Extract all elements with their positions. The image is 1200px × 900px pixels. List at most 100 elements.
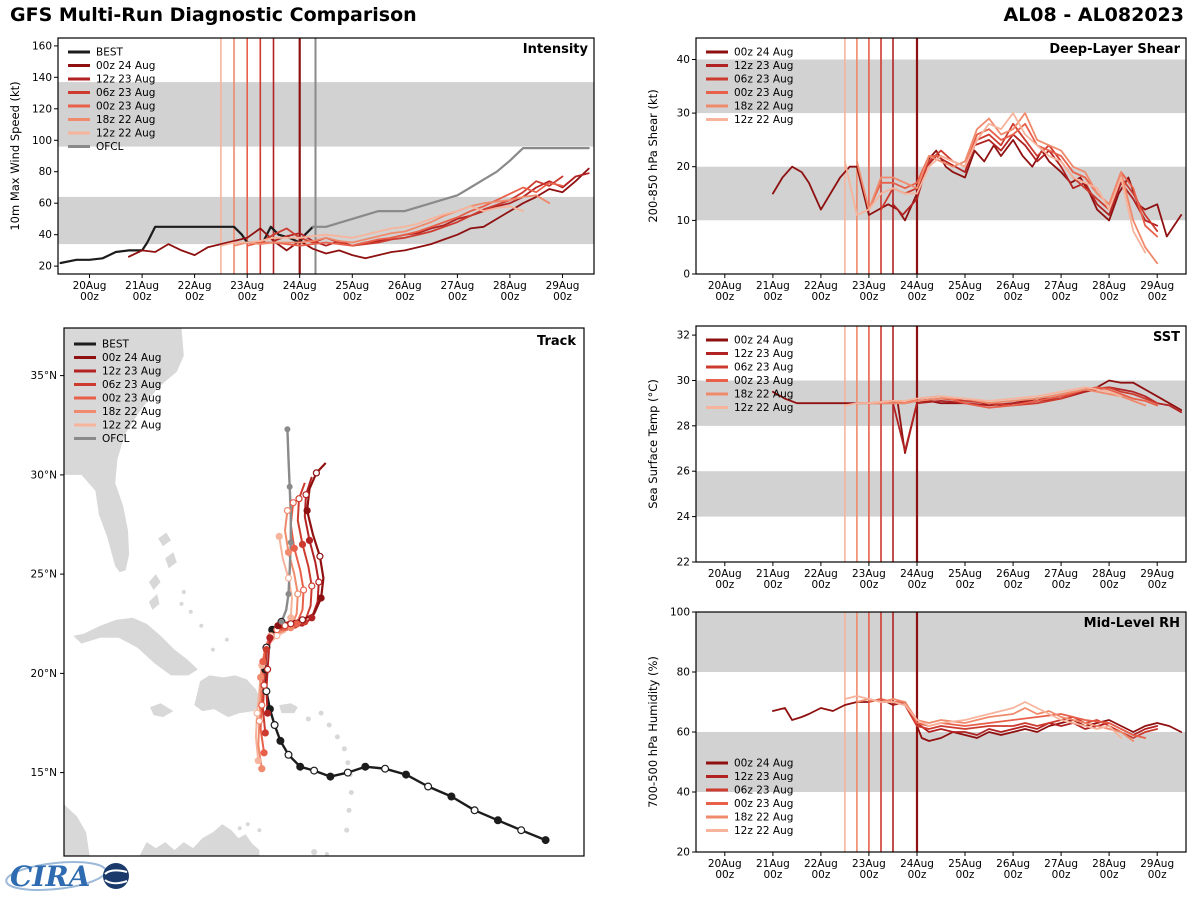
track-marker — [270, 721, 279, 730]
cira-logo-svg: CIRA — [5, 860, 129, 893]
track-marker — [424, 782, 433, 791]
legend-label: 00z 24 Aug — [734, 47, 793, 59]
x-tick-label: 00z — [1100, 579, 1119, 591]
logo-waves — [104, 869, 128, 885]
island — [324, 852, 329, 856]
legend-label: 00z 23 Aug — [102, 393, 161, 405]
track-marker — [316, 552, 324, 560]
y-tick-label: 26 — [677, 466, 691, 478]
x-tick-label: 24Aug — [283, 280, 317, 292]
track-marker — [287, 539, 294, 546]
panel-title: Mid-Level RH — [1084, 616, 1180, 631]
track-marker — [264, 709, 272, 717]
legend-label: 06z 23 Aug — [96, 87, 155, 99]
x-tick-label: 00z — [1004, 869, 1023, 881]
x-tick-label: 00z — [1148, 869, 1167, 881]
x-tick-label: 29Aug — [1140, 280, 1174, 292]
shaded-band — [696, 471, 1186, 517]
track-marker — [343, 768, 352, 777]
x-tick-label: 25Aug — [948, 568, 982, 580]
land-polygon — [194, 675, 262, 718]
land-polygon — [165, 552, 177, 569]
x-tick-label: 00z — [859, 869, 878, 881]
series-line — [892, 386, 1183, 452]
legend-label: BEST — [96, 47, 124, 59]
x-tick-label: 21Aug — [756, 858, 790, 870]
island — [179, 601, 184, 606]
island — [341, 746, 347, 752]
legend-label: 12z 23 Aug — [734, 348, 793, 360]
island — [224, 637, 229, 642]
track-marker — [326, 772, 335, 781]
track-marker — [260, 681, 268, 689]
logo-text: CIRA — [10, 860, 90, 893]
x-tick-label: 00z — [811, 291, 830, 303]
x-tick-label: 00z — [715, 291, 734, 303]
storm-id: AL08 - AL082023 — [1003, 4, 1185, 26]
series-line — [856, 388, 1147, 407]
track-marker — [447, 792, 456, 801]
series-line — [772, 698, 1183, 742]
x-tick-label: 00z — [956, 291, 975, 303]
track-marker — [258, 701, 266, 709]
x-tick-label: 29Aug — [1140, 568, 1174, 580]
track-marker — [303, 507, 311, 515]
track-marker — [298, 540, 307, 548]
legend-label: 12z 22 Aug — [96, 128, 155, 140]
legend-label: BEST — [102, 339, 130, 351]
island — [326, 722, 332, 728]
y-tick-label: 40 — [677, 787, 690, 799]
track-marker — [284, 750, 293, 759]
y-axis-label: 700-500 hPa Humidity (%) — [646, 656, 660, 808]
deep-layer-shear-panel: 0 10 20 30 40 20Aug 00z 21Aug 00z 22Aug 00z 23Aug 00… — [644, 30, 1196, 318]
x-tick-label: 28Aug — [1092, 858, 1126, 870]
track-marker — [308, 582, 316, 590]
x-tick-label: 29Aug — [546, 280, 580, 292]
track-marker — [266, 634, 274, 642]
x-tick-label: 00z — [908, 579, 927, 591]
track-marker — [283, 507, 291, 515]
legend-label: 12z 23 Aug — [734, 771, 793, 783]
y-tick-label: 100 — [32, 135, 52, 147]
y-tick-label: 28 — [677, 420, 690, 432]
y-axis-label: 200-850 hPa Shear (kt) — [646, 89, 660, 222]
x-tick-label: 20Aug — [708, 280, 742, 292]
track-marker — [274, 622, 282, 630]
land-polygon — [148, 574, 161, 590]
island — [344, 827, 350, 833]
series-line — [856, 698, 1135, 742]
island — [305, 716, 311, 722]
track-marker — [298, 616, 307, 624]
y-tick-label: 32 — [677, 330, 690, 342]
x-tick-label: 27Aug — [440, 280, 474, 292]
x-tick-label: 22Aug — [178, 280, 212, 292]
x-tick-label: 00z — [859, 579, 878, 591]
track-marker — [402, 770, 411, 779]
cira-logo: CIRA — [4, 856, 154, 900]
x-tick-label: 00z — [763, 579, 782, 591]
legend-label: 00z 24 Aug — [734, 335, 793, 347]
track-marker — [294, 590, 302, 598]
lat-tick-label: 30°N — [31, 469, 57, 481]
legend-label: 06z 23 Aug — [734, 74, 793, 86]
lat-tick-label: 15°N — [31, 767, 57, 779]
x-tick-label: 24Aug — [900, 568, 934, 580]
y-tick-label: 30 — [677, 375, 690, 387]
y-tick-label: 20 — [677, 161, 690, 173]
series-line — [892, 133, 1159, 227]
legend-label: OFCL — [96, 141, 124, 153]
x-tick-label: 28Aug — [493, 280, 527, 292]
island — [245, 822, 250, 827]
x-tick-label: 25Aug — [948, 280, 982, 292]
legend-label: 00z 23 Aug — [734, 87, 793, 99]
track-marker — [264, 665, 272, 673]
x-tick-label: 00z — [1052, 579, 1071, 591]
island — [188, 609, 193, 614]
x-tick-label: 00z — [1148, 291, 1167, 303]
y-tick-label: 10 — [677, 215, 690, 227]
lat-tick-label: 25°N — [31, 569, 57, 581]
track-marker — [287, 620, 295, 628]
shaded-band — [696, 59, 1186, 114]
island — [348, 790, 354, 795]
track-marker — [295, 495, 303, 503]
